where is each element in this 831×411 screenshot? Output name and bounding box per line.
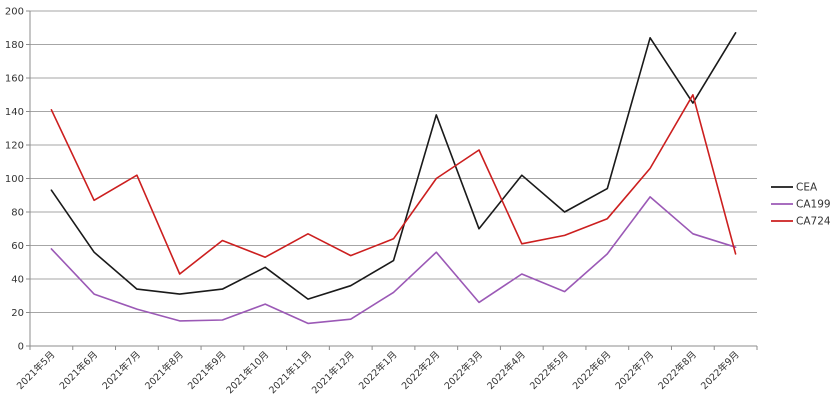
y-tick-label: 0 [18,342,24,353]
axes [26,10,758,350]
series-line-cea [50,31,737,300]
y-tick-label: 80 [11,208,24,219]
y-tick-label: 20 [11,308,24,319]
x-tick-labels: 2021年5月 2021年6月 2021年7月 2021年8月 2021年9月2021年… [14,349,742,397]
y-tick-labels: 0 20 40 60 80 100 120 140 160 180 200 [5,7,24,353]
x-tick-label: 2021年9月 [185,349,228,392]
x-tick-label: 2022年4月 [485,349,528,392]
x-tick-label: 2022年3月 [442,349,485,392]
y-tick-label: 180 [5,40,24,51]
x-tick-label: 2021年12月 [309,349,357,397]
series-line-ca199 [50,196,737,325]
x-tick-label: 2021年11月 [267,349,315,397]
x-tick-label: 2021年10月 [224,349,272,397]
series-line-ca724 [50,94,737,275]
legend-label-cea: CEA [796,182,818,194]
legend: CEA CA199 CA724 [771,182,831,228]
x-tick-label: 2021年5月 [14,349,57,392]
x-tick-label: 2022年2月 [399,349,442,392]
x-tick-label: 2022年8月 [656,349,699,392]
y-tick-label: 40 [11,275,24,286]
x-tick-label: 2022年6月 [570,349,613,392]
gridlines [30,10,757,313]
y-tick-label: 60 [11,241,24,252]
x-tick-label: 2022年5月 [527,349,570,392]
x-tick-label: 2022年7月 [613,349,656,392]
y-tick-label: 120 [5,141,24,152]
x-tick-label: 2021年6月 [57,349,100,392]
x-tick-label: 2022年9月 [698,349,741,392]
y-tick-label: 160 [5,74,24,85]
y-tick-label: 200 [5,7,24,18]
x-tick-label: 2021年7月 [100,349,143,392]
x-tick-label: 2021年8月 [142,349,185,392]
y-tick-label: 140 [5,107,24,118]
series-lines [50,31,737,325]
legend-label-ca724: CA724 [796,216,831,228]
y-tick-label: 100 [5,174,24,185]
x-tick-label: 2022年1月 [356,349,399,392]
legend-label-ca199: CA199 [796,199,831,211]
